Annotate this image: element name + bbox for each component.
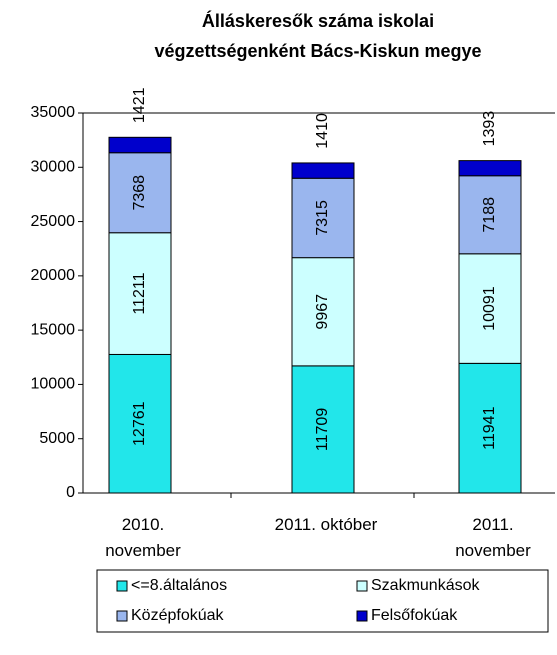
y-tick-label: 35000 [31,104,76,121]
data-label: 7315 [314,200,331,236]
data-label: 12761 [131,401,148,446]
y-tick-label: 5000 [39,430,75,447]
bar-segment [291,162,355,179]
y-tick-label: 30000 [31,159,76,176]
legend [96,569,549,633]
bar-segment [291,365,355,494]
data-label: 9967 [314,294,331,330]
y-tick-label: 0 [66,484,75,501]
y-tick-label: 10000 [31,376,76,393]
x-tick-label: 2011. november [455,515,531,560]
y-tick-label: 15000 [31,321,76,338]
data-label: 1421 [131,87,148,123]
legend-label: Középfokúak [131,607,225,624]
bar-segment [458,362,522,494]
data-label: 10091 [481,286,498,331]
legend-label: Felsőfokúak [371,607,458,624]
bar-segment [458,253,522,364]
legend-swatch [356,580,368,592]
data-label: 11211 [131,272,148,314]
x-tick-label: 2010. november [105,515,181,560]
x-tick-label: 2011. október [274,515,378,534]
chart-title: végzettségenként Bács-Kiskun megye [154,41,481,61]
legend-swatch [356,610,368,622]
bar-segment [108,136,172,154]
data-label: 7368 [131,175,148,211]
data-label: 11709 [314,408,331,451]
data-label: 1410 [314,113,331,149]
legend-label: <=8.általános [131,577,227,594]
bar-segment [108,152,172,234]
data-label: 7188 [481,197,498,233]
legend-label: Szakmunkások [371,577,480,594]
data-label: 11941 [481,406,498,449]
y-tick-label: 20000 [31,267,76,284]
bar-segment [458,160,522,177]
bar-segment [108,232,172,355]
bar-segment [108,353,172,494]
chart-title: Álláskeresők száma iskolai [202,10,434,31]
legend-swatch [116,580,128,592]
legend-swatch [116,610,128,622]
y-tick-label: 25000 [31,213,76,230]
data-label: 1393 [481,111,498,147]
bar-segment [458,175,522,255]
